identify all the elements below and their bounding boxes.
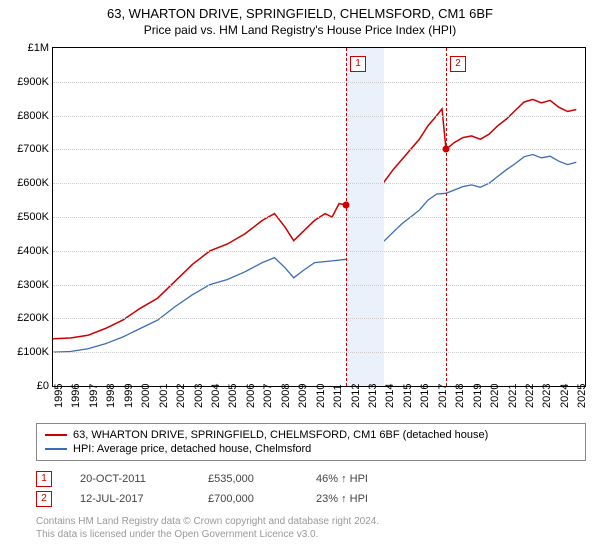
x-axis-label: 2015 (402, 384, 414, 408)
x-axis-label: 2019 (472, 384, 484, 408)
x-axis-label: 2008 (280, 384, 292, 408)
y-axis-label: £800K (17, 110, 49, 122)
footer-line2: This data is licensed under the Open Gov… (36, 528, 586, 541)
gridline (53, 217, 585, 218)
event-dot (343, 202, 350, 209)
title-line1: 63, WHARTON DRIVE, SPRINGFIELD, CHELMSFO… (0, 6, 600, 21)
event-line (346, 48, 347, 386)
sale-date: 20-OCT-2011 (80, 473, 180, 485)
legend-label: HPI: Average price, detached house, Chel… (73, 443, 311, 455)
sale-date: 12-JUL-2017 (80, 493, 180, 505)
sale-delta: 23% ↑ HPI (316, 493, 416, 505)
x-axis-label: 2000 (140, 384, 152, 408)
sale-marker-box: 1 (36, 471, 52, 487)
y-axis-label: £700K (17, 143, 49, 155)
x-axis-label: 1997 (88, 384, 100, 408)
legend-box: 63, WHARTON DRIVE, SPRINGFIELD, CHELMSFO… (36, 423, 586, 461)
y-axis-label: £600K (17, 177, 49, 189)
x-axis-label: 2009 (297, 384, 309, 408)
x-axis-label: 2002 (175, 384, 187, 408)
gridline (53, 183, 585, 184)
y-axis-label: £100K (17, 346, 49, 358)
x-axis-label: 2024 (559, 384, 571, 408)
title-line2: Price paid vs. HM Land Registry's House … (0, 23, 600, 37)
gridline (53, 285, 585, 286)
gridline (53, 116, 585, 117)
x-axis-label: 2020 (489, 384, 501, 408)
y-axis-label: £500K (17, 211, 49, 223)
event-dot (442, 146, 449, 153)
x-axis-label: 1996 (70, 384, 82, 408)
series-red (53, 99, 576, 338)
x-axis-label: 2010 (315, 384, 327, 408)
sale-marker-box: 2 (36, 491, 52, 507)
y-axis-label: £300K (17, 279, 49, 291)
sales-table: 1 20-OCT-2011 £535,000 46% ↑ HPI 2 12-JUL-201… (36, 469, 586, 509)
legend-label: 63, WHARTON DRIVE, SPRINGFIELD, CHELMSFO… (73, 429, 488, 441)
x-axis-label: 2006 (245, 384, 257, 408)
x-axis-label: 2011 (332, 384, 344, 408)
x-axis-label: 2012 (350, 384, 362, 408)
sale-row: 1 20-OCT-2011 £535,000 46% ↑ HPI (36, 469, 586, 489)
x-axis-label: 1998 (105, 384, 117, 408)
event-marker-box: 1 (350, 56, 366, 72)
x-axis-label: 2013 (367, 384, 379, 408)
footer-line1: Contains HM Land Registry data © Crown c… (36, 515, 586, 528)
x-axis-label: 2014 (384, 384, 396, 408)
x-axis-label: 1995 (53, 384, 65, 408)
sale-price: £535,000 (208, 473, 288, 485)
sale-row: 2 12-JUL-2017 £700,000 23% ↑ HPI (36, 489, 586, 509)
legend-swatch (45, 448, 67, 450)
event-marker-box: 2 (450, 56, 466, 72)
x-axis-label: 2007 (262, 384, 274, 408)
y-axis-label: £400K (17, 245, 49, 257)
y-axis-label: £0 (37, 380, 49, 392)
x-axis-label: 2004 (210, 384, 222, 408)
sale-price: £700,000 (208, 493, 288, 505)
gridline (53, 82, 585, 83)
x-axis-label: 2016 (419, 384, 431, 408)
x-axis-label: 2022 (524, 384, 536, 408)
legend-row: 63, WHARTON DRIVE, SPRINGFIELD, CHELMSFO… (45, 428, 577, 442)
x-axis-label: 2001 (158, 384, 170, 408)
gridline (53, 149, 585, 150)
legend-swatch (45, 434, 67, 436)
chart-container: 63, WHARTON DRIVE, SPRINGFIELD, CHELMSFO… (0, 0, 600, 560)
title-block: 63, WHARTON DRIVE, SPRINGFIELD, CHELMSFO… (0, 0, 600, 39)
x-axis-label: 2005 (227, 384, 239, 408)
chart-area: £0£100K£200K£300K£400K£500K£600K£700K£80… (52, 47, 586, 387)
gridline (53, 352, 585, 353)
x-axis-label: 2018 (454, 384, 466, 408)
legend-row: HPI: Average price, detached house, Chel… (45, 442, 577, 456)
sale-delta: 46% ↑ HPI (316, 473, 416, 485)
gridline (53, 251, 585, 252)
y-axis-label: £1M (28, 42, 49, 54)
x-axis-label: 2023 (541, 384, 553, 408)
x-axis-label: 2025 (576, 384, 588, 408)
x-axis-label: 2017 (437, 384, 449, 408)
gridline (53, 318, 585, 319)
event-line (446, 48, 447, 386)
x-axis-label: 2003 (193, 384, 205, 408)
footer-block: Contains HM Land Registry data © Crown c… (36, 515, 586, 541)
x-axis-label: 2021 (507, 384, 519, 408)
y-axis-label: £200K (17, 312, 49, 324)
x-axis-label: 1999 (123, 384, 135, 408)
y-axis-label: £900K (17, 76, 49, 88)
